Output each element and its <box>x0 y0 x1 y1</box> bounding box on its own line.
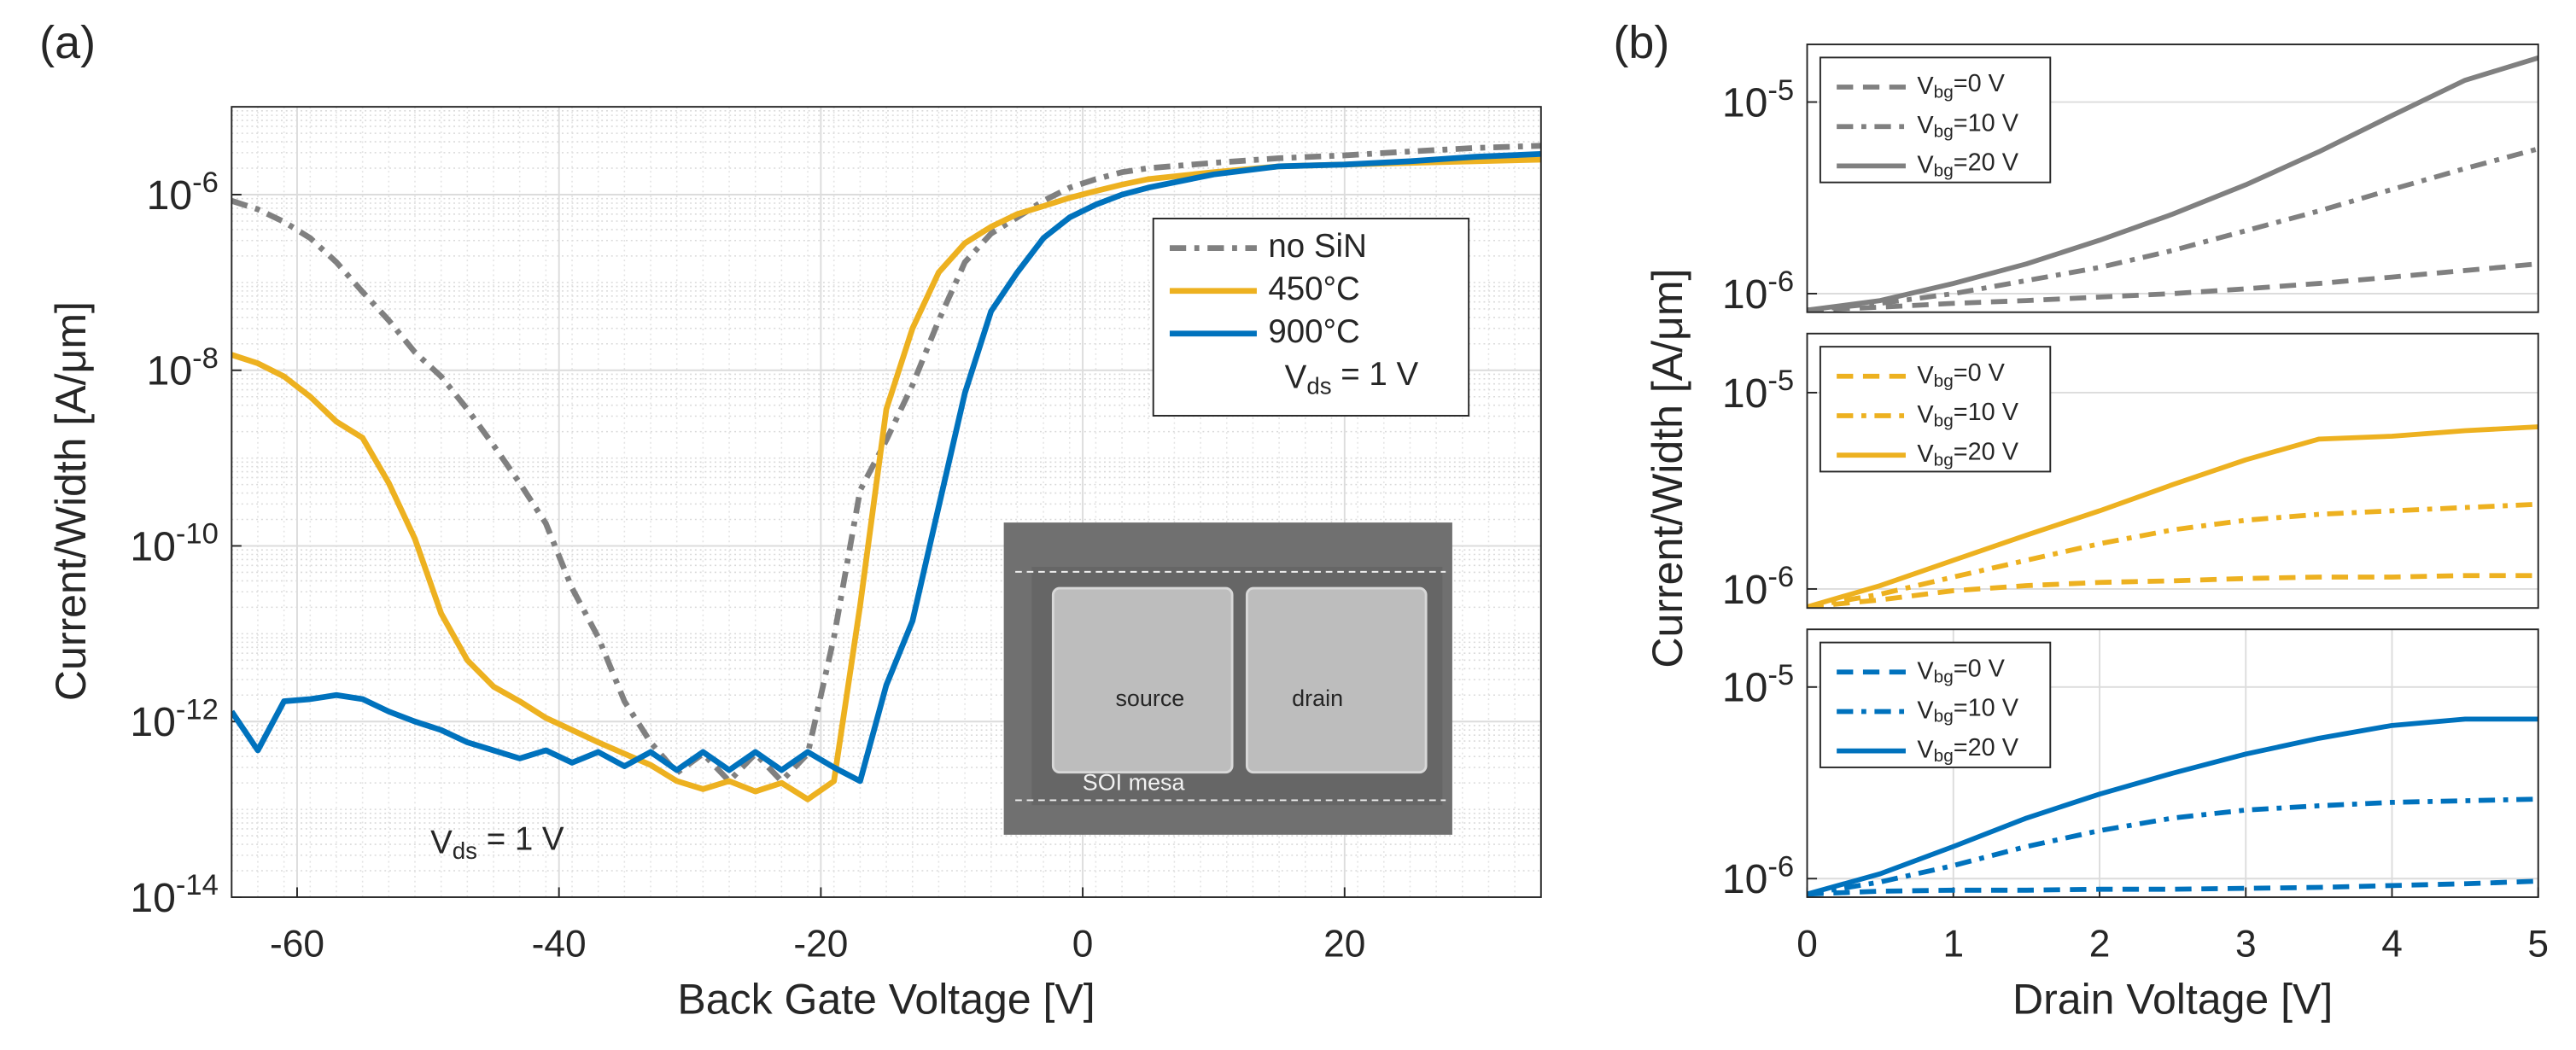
inset-label: SOI mesa <box>1083 769 1185 795</box>
y-axis-label: Current/Width [A/μm] <box>1644 269 1691 668</box>
legend-label: Vbg=0 V <box>1917 655 2005 687</box>
line-series <box>1807 55 2538 312</box>
x-axis-label: Drain Voltage [V] <box>2012 975 2333 1023</box>
y-tick-label: 10-5 <box>1722 659 1794 710</box>
line-series <box>231 156 1541 802</box>
series-group <box>231 143 1541 802</box>
line-series <box>1807 573 2538 609</box>
inset-label: source <box>1115 685 1184 711</box>
x-tick-label: -20 <box>793 923 848 965</box>
inset-pad <box>1051 586 1234 774</box>
x-tick-label: 5 <box>2527 923 2549 965</box>
x-tick-label: 1 <box>1942 923 1964 965</box>
x-axis-label: Back Gate Voltage [V] <box>677 975 1095 1023</box>
legend-box <box>1819 641 2052 768</box>
line-series <box>1807 796 2538 897</box>
axes-frame <box>1806 332 2539 610</box>
y-tick-label: 10-14 <box>130 869 219 920</box>
line-series <box>1807 716 2538 897</box>
line-series <box>1807 424 2538 609</box>
annotation: Vds = 1 V <box>1285 356 1419 400</box>
y-tick-label: 10-12 <box>130 694 219 745</box>
y-tick-label: 10-6 <box>1722 851 1794 902</box>
axes-frame <box>231 106 1542 898</box>
axes-frame <box>1806 44 2539 313</box>
legend-label: Vbg=20 V <box>1917 149 2018 181</box>
line-series <box>1807 878 2538 897</box>
series-group <box>1807 55 2538 312</box>
x-tick-label: 2 <box>2089 923 2111 965</box>
x-tick-label: -60 <box>270 923 324 965</box>
line-series <box>231 143 1541 785</box>
inset-label: drain <box>1292 685 1343 711</box>
legend-label: 450°C <box>1268 271 1359 307</box>
y-tick-label: 10-10 <box>130 518 219 569</box>
legend-box <box>1819 346 2052 473</box>
legend-label: Vbg=10 V <box>1917 399 2018 431</box>
panel-label: (a) <box>39 17 96 68</box>
legend-box <box>1819 56 2052 184</box>
legend-label: Vbg=0 V <box>1917 359 2005 392</box>
x-tick-label: 0 <box>1072 923 1094 965</box>
legend-label: Vbg=20 V <box>1917 733 2018 766</box>
annotation: Vds = 1 V <box>430 821 564 865</box>
x-tick-label: 20 <box>1323 923 1365 965</box>
y-tick-label: 10-5 <box>1722 365 1794 416</box>
panel-label: (b) <box>1613 17 1669 68</box>
series-group <box>1807 716 2538 897</box>
line-series <box>1807 146 2538 312</box>
legend-label: 900°C <box>1268 313 1359 350</box>
inset-image: source drain SOI mesa <box>1003 522 1452 835</box>
legend-label: Vbg=0 V <box>1917 70 2005 102</box>
y-tick-label: 10-6 <box>1722 561 1794 612</box>
line-series <box>1807 261 2538 312</box>
y-tick-label: 10-8 <box>147 342 219 394</box>
x-tick-label: 3 <box>2235 923 2257 965</box>
inset-pad <box>1245 586 1428 774</box>
y-tick-label: 10-6 <box>1722 265 1794 317</box>
x-tick-label: -40 <box>532 923 587 965</box>
legend-label: Vbg=10 V <box>1917 694 2018 726</box>
x-tick-label: 4 <box>2381 923 2403 965</box>
line-series <box>231 151 1541 785</box>
legend-label: Vbg=10 V <box>1917 109 2018 142</box>
legend-label: Vbg=20 V <box>1917 438 2018 470</box>
legend-box <box>1152 218 1470 417</box>
x-tick-label: 0 <box>1796 923 1818 965</box>
series-group <box>1807 424 2538 609</box>
y-tick-label: 10-5 <box>1722 74 1794 125</box>
y-axis-label: Current/Width [A/μm] <box>47 301 95 701</box>
legend-label: no SiN <box>1268 228 1366 265</box>
axes-frame <box>1806 628 2539 898</box>
line-series <box>1807 501 2538 609</box>
y-tick-label: 10-6 <box>147 166 219 218</box>
